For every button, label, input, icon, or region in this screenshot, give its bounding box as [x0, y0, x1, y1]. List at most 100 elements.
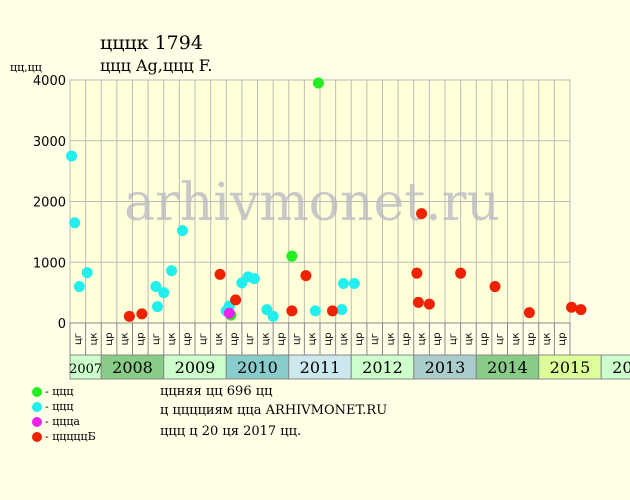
legend-label: - ццц: [45, 400, 74, 413]
watermark: arhivmonet.ru: [124, 173, 500, 233]
month-tick-label: цг: [151, 333, 162, 345]
x-axis-years: 2007 2008 2009 2010 2011 2012 2013 2014 2015 2016: [69, 354, 630, 380]
legend-marker-cyan: [32, 402, 42, 412]
data-point: [337, 278, 349, 290]
month-tick-label: цр: [323, 332, 334, 345]
data-point: [248, 273, 260, 285]
month-tick-label: цг: [198, 333, 209, 345]
data-point: [336, 304, 348, 316]
data-point: [566, 301, 578, 313]
data-point: [177, 225, 188, 237]
chart-subtitle: ццц Ag,ццц F.: [100, 56, 213, 75]
data-point: [214, 268, 226, 280]
month-tick-label: цк: [120, 333, 131, 346]
data-point: [286, 305, 298, 317]
month-tick-label: цр: [229, 332, 240, 345]
year-label: 2010: [237, 358, 278, 377]
data-point: [223, 307, 235, 319]
year-cell: [163, 354, 227, 380]
year-label: 2015: [550, 358, 591, 377]
year-label: 2014: [487, 358, 528, 377]
legend-label: - ццц: [45, 385, 74, 398]
data-point: [267, 310, 279, 322]
data-point: [423, 298, 435, 310]
note-average: ццняя цц 696 цц: [160, 384, 273, 399]
year-cell: [69, 354, 102, 380]
data-point: [150, 281, 162, 293]
month-tick-label: цк: [167, 333, 178, 346]
data-point: [416, 208, 428, 220]
year-label: 2009: [175, 358, 216, 377]
y-tick-label: 0: [58, 317, 66, 332]
data-point: [66, 150, 78, 162]
month-tick-label: цк: [213, 333, 224, 346]
y-tick-label: 2000: [33, 196, 66, 211]
legend-marker-red: [32, 432, 42, 442]
month-tick-label: цр: [104, 332, 115, 345]
month-tick-label: цр: [182, 332, 193, 345]
month-tick-label: цр: [526, 332, 537, 345]
data-point: [309, 305, 321, 317]
data-points: [66, 77, 587, 322]
month-tick-label: цр: [479, 332, 490, 345]
month-tick-label: цк: [417, 333, 428, 346]
month-tick-label: цк: [510, 333, 521, 346]
note-date: ццц ц 20 ця 2017 цц.: [160, 424, 302, 439]
month-tick-label: цк: [88, 333, 99, 346]
data-point: [455, 267, 467, 279]
data-point: [152, 301, 163, 313]
year-label: 2013: [425, 358, 466, 377]
year-label: 2011: [300, 358, 341, 377]
data-point: [136, 308, 148, 320]
legend-marker-magenta: [32, 417, 42, 427]
y-tick-label: 4000: [33, 74, 66, 89]
data-point: [327, 305, 338, 317]
data-point: [230, 294, 242, 306]
legend-marker-green: [32, 387, 42, 397]
data-point: [411, 267, 423, 279]
legend-label: - цццццБ: [45, 430, 96, 443]
year-cell: [475, 354, 540, 380]
data-point: [489, 281, 501, 293]
month-tick-label: цк: [338, 333, 349, 346]
data-point: [523, 307, 535, 319]
data-point: [158, 287, 170, 299]
year-cell: [413, 354, 477, 380]
data-point: [166, 265, 178, 277]
month-tick-label: цг: [292, 333, 303, 345]
data-point: [286, 250, 298, 262]
month-tick-label: цр: [401, 332, 412, 345]
y-axis: 0 1000 2000 3000 4000: [33, 74, 66, 332]
y-tick-label: 1000: [33, 256, 66, 271]
note-source: ц цццциям цца ARHIVMONET.RU: [160, 403, 388, 418]
month-tick-label: цк: [463, 333, 474, 346]
y-axis-unit: цц,цц: [10, 61, 42, 74]
month-tick-label: цк: [260, 333, 271, 346]
month-tick-label: цр: [557, 332, 568, 345]
month-tick-label: цр: [276, 332, 287, 345]
data-point: [69, 217, 81, 229]
year-label: 2007: [69, 362, 102, 377]
year-label: 2016: [612, 358, 630, 377]
month-tick-label: цг: [448, 333, 459, 345]
year-cell: [225, 354, 290, 380]
month-tick-label: цк: [542, 333, 553, 346]
data-point: [123, 310, 135, 322]
data-point: [575, 304, 587, 316]
data-point: [73, 281, 85, 293]
year-cell: [538, 354, 602, 380]
year-label: 2012: [362, 358, 403, 377]
year-label: 2008: [112, 358, 153, 377]
data-point: [412, 296, 424, 308]
month-tick-label: цг: [495, 333, 506, 345]
month-tick-label: цг: [73, 333, 84, 345]
month-tick-label: цр: [432, 332, 443, 345]
year-cell: [600, 354, 630, 380]
month-tick-label: цр: [354, 332, 365, 345]
legend-label: - ццца: [45, 415, 80, 428]
month-tick-label: цк: [385, 333, 396, 346]
data-point: [312, 77, 324, 89]
year-cell: [100, 354, 165, 380]
y-tick-label: 3000: [33, 135, 66, 150]
